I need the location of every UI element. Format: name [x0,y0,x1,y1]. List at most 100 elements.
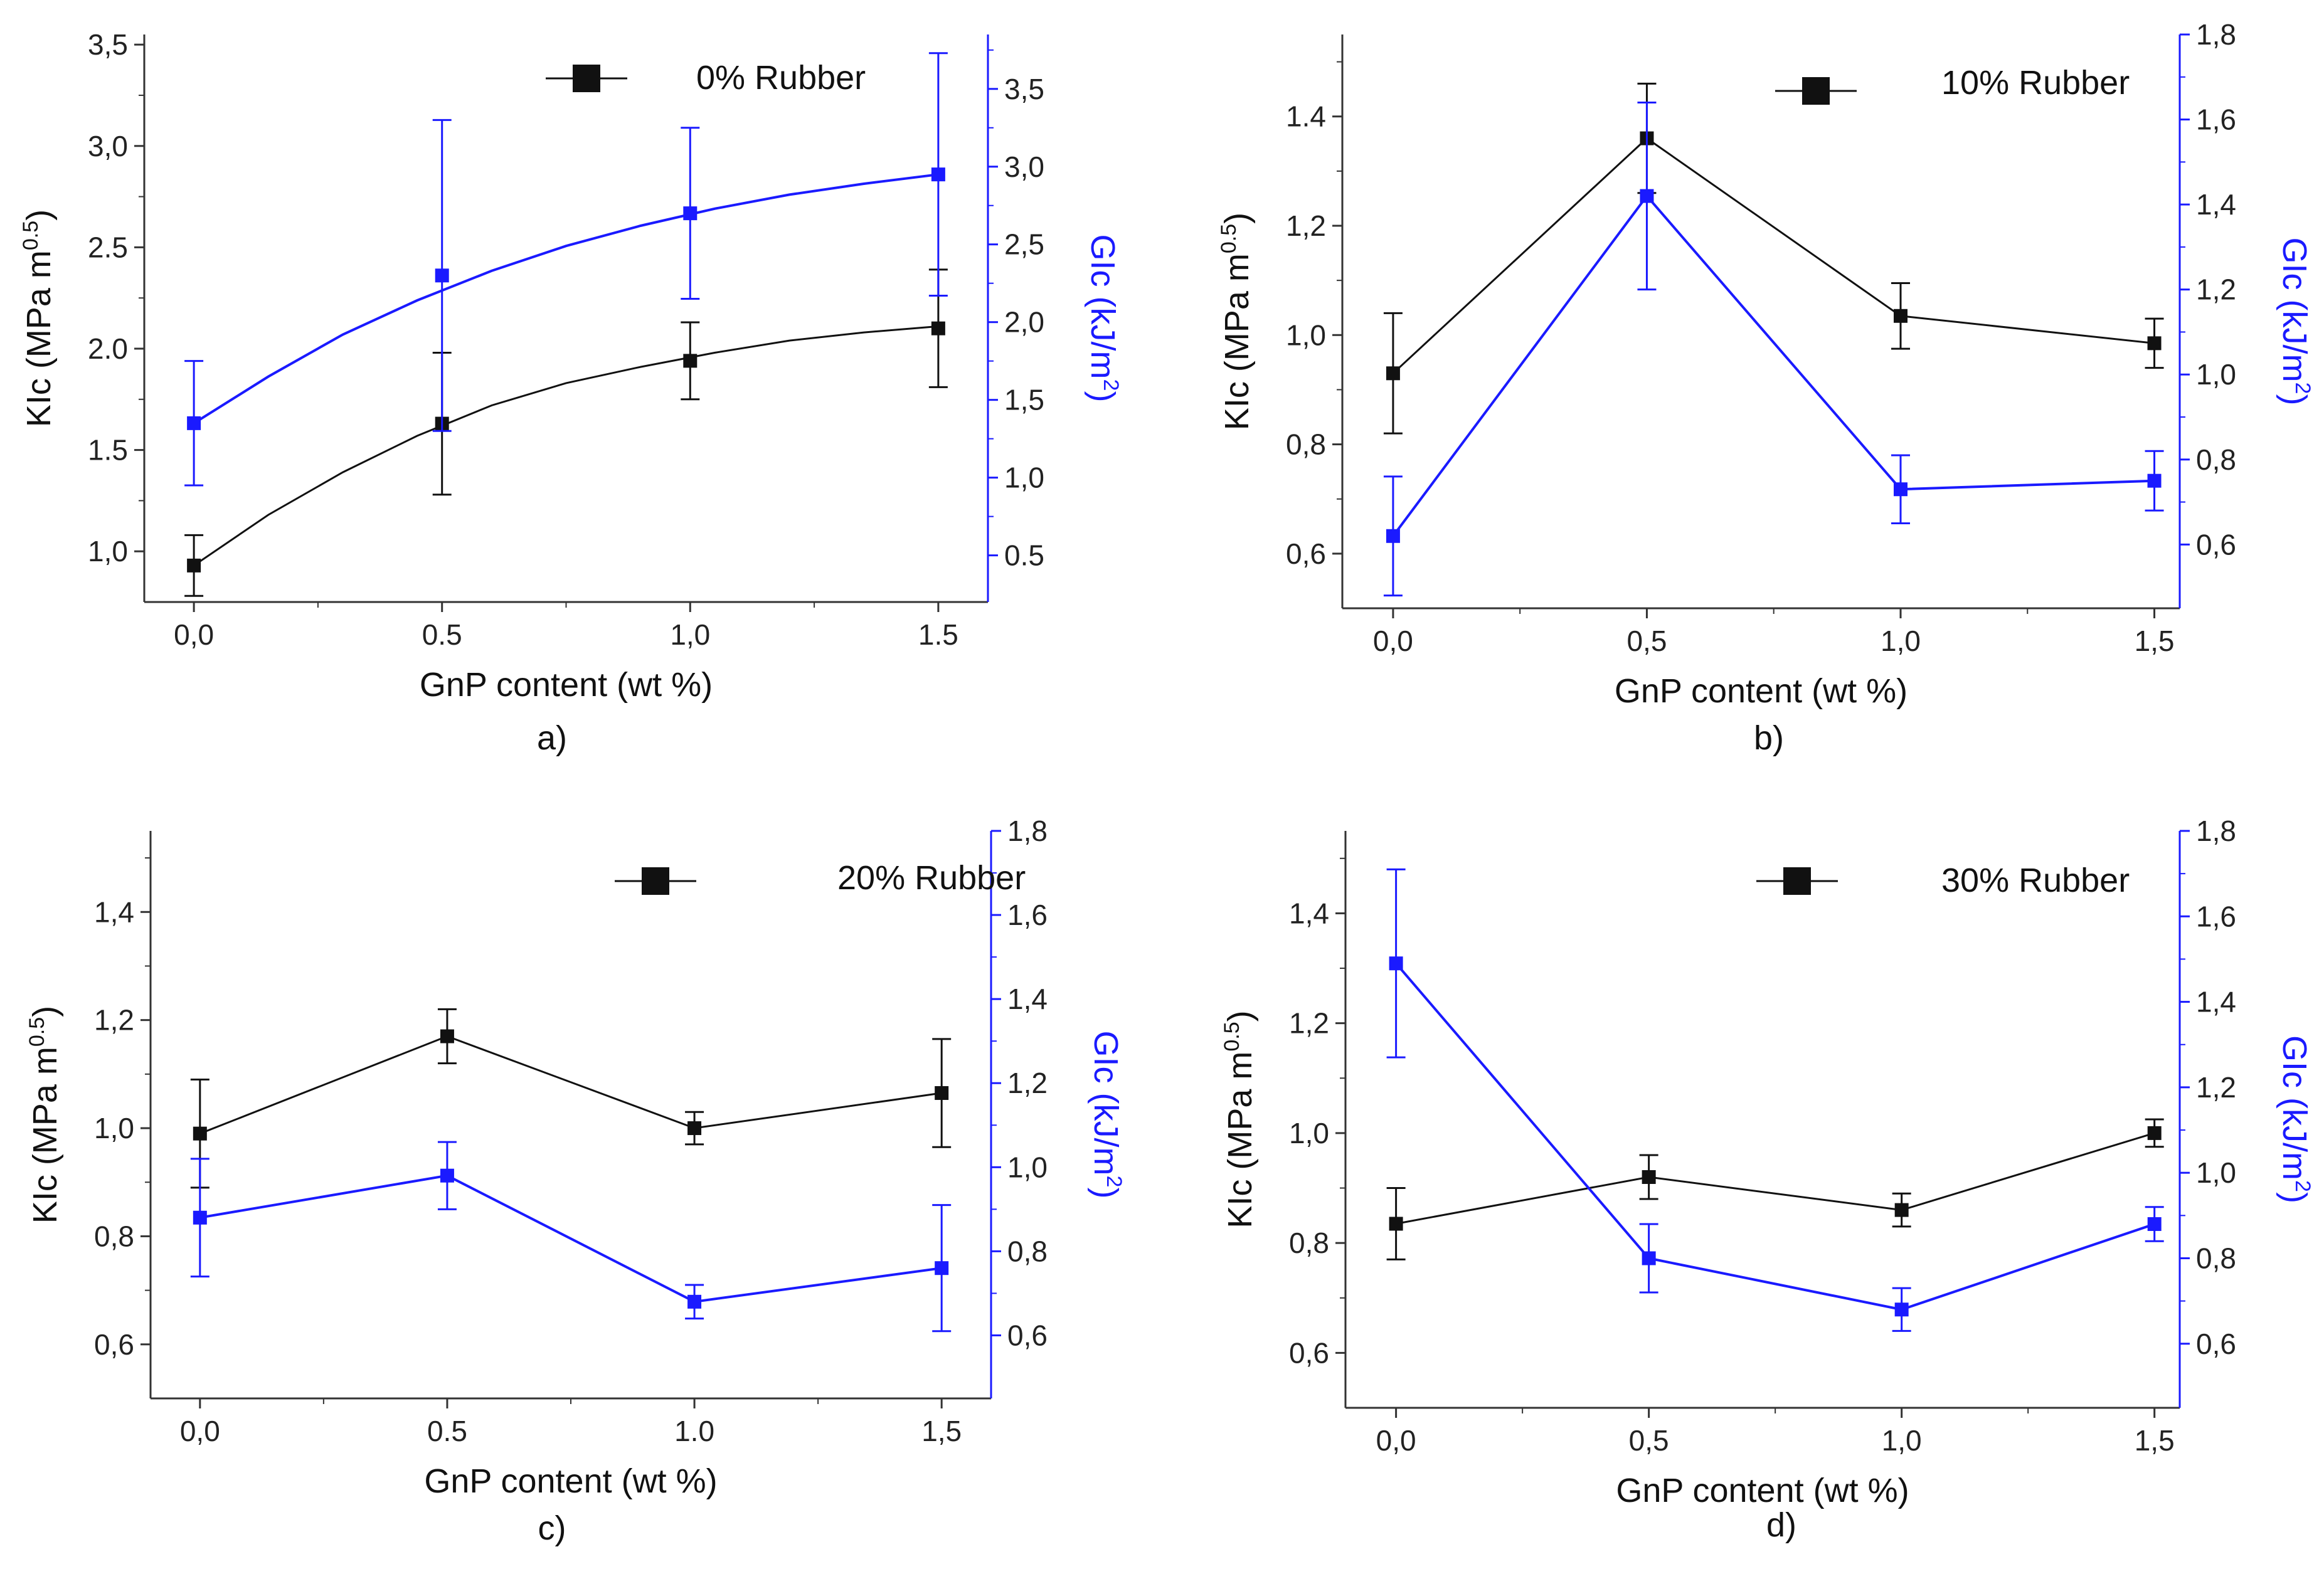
kic-data-point [2147,1126,2162,1140]
gic-data-point [931,167,945,182]
x-tick-label: 1,0 [1881,625,1921,657]
kic-data-point [687,1121,702,1136]
x-tick-label: 0,0 [180,1415,220,1447]
y-left-tick-label: 1,2 [1286,209,1326,242]
panel-caption: b) [1754,719,1784,757]
panel-a: 0,0 0.5 1,0 1.5 1,0 1.5 2.0 2.5 3,0 3,5 0.5 1,0 1,5 2… [19,28,1123,757]
kic-data-point [931,321,945,335]
y-right-tick-label: 0.5 [1004,539,1044,572]
y-left-tick-label: 1.4 [1286,100,1326,133]
legend-label: 10% Rubber [1941,64,2130,102]
kic-data-point [1386,366,1400,381]
kic-series-line [199,1035,942,1135]
y-right-tick-label: 3,0 [1004,151,1044,183]
y-left-axis-title: KIc (MPa m0.5) [19,209,58,427]
y-right-tick-label: 1,8 [2196,815,2236,847]
legend-marker [1783,867,1811,895]
kic-series-line [193,325,939,567]
y-right-tick-label: 0,6 [2196,1328,2236,1360]
x-axis-title: GnP content (wt %) [424,1462,717,1500]
y-right-axis-title: GIc (kJ/m2) [1087,1031,1126,1199]
y-right-tick-label: 1,8 [2196,18,2236,51]
gic-data-point [935,1261,949,1276]
gic-data-point [1894,1302,1909,1317]
y-left-tick-label: 0,8 [94,1220,134,1252]
legend-label: 30% Rubber [1941,862,2130,899]
y-left-tick-label: 1,0 [1286,319,1326,351]
kic-data-point [935,1086,949,1101]
x-tick-label: 0.5 [422,618,462,651]
kic-data-point [193,1126,207,1141]
panel-caption: c) [538,1509,566,1547]
y-right-tick-label: 1,0 [1007,1151,1048,1183]
kic-data-point [1894,309,1907,323]
legend-marker [573,65,600,92]
x-tick-label: 1,5 [2135,1424,2175,1457]
y-left-tick-label: 1,2 [94,1004,134,1037]
legend-label: 20% Rubber [837,859,1026,897]
x-axis-title: GnP content (wt %) [1615,672,1907,710]
y-right-tick-label: 1,6 [2196,900,2236,932]
gic-series-line [193,173,939,425]
gic-data-point [1894,482,1907,497]
gic-data-point [193,1210,207,1225]
y-right-tick-label: 1,4 [2196,188,2236,221]
y-left-tick-label: 2.5 [88,231,128,263]
y-left-tick-label: 1,0 [88,535,128,568]
kic-data-point [1894,1203,1909,1217]
kic-data-point [1389,1217,1403,1231]
kic-data-point [1642,1170,1656,1184]
gic-data-point [435,268,449,283]
y-right-tick-label: 0,6 [1007,1319,1048,1351]
kic-data-point [440,1029,454,1043]
legend-label: 0% Rubber [696,59,866,97]
x-tick-label: 1,5 [921,1415,962,1447]
y-left-tick-label: 2.0 [88,332,128,365]
y-left-tick-label: 0,6 [1286,537,1326,570]
x-axis-title: GnP content (wt %) [1616,1472,1909,1509]
panel-caption: a) [537,719,567,757]
x-tick-label: 1.0 [674,1415,714,1447]
y-right-axis-title: GIc (kJ/m2) [2276,238,2315,406]
gic-data-point [1389,956,1403,971]
gic-series-line [1392,194,2155,537]
y-right-tick-label: 1,8 [1007,815,1048,847]
y-right-tick-label: 1,0 [2196,1156,2236,1189]
y-left-tick-label: 0,6 [94,1328,134,1361]
x-tick-label: 0,0 [1376,1424,1416,1457]
gic-data-point [687,1294,702,1309]
y-right-tick-label: 1,6 [2196,103,2236,136]
y-left-tick-label: 0,8 [1289,1227,1329,1259]
legend-marker [642,867,669,895]
y-right-tick-label: 2,5 [1004,228,1044,261]
panel-b: 0,0 0,5 1,0 1,5 0,6 0,8 1,0 1,2 1.4 0,6 0,8 1,0 1,2 1… [1217,18,2315,757]
gic-data-point [440,1168,454,1183]
y-right-tick-label: 1,6 [1007,899,1048,931]
x-tick-label: 1.5 [918,618,958,651]
y-left-tick-label: 0,8 [1286,428,1326,461]
y-right-axis-title: GIc (kJ/m2) [1084,235,1123,403]
x-tick-label: 1,5 [2135,625,2175,657]
gic-data-point [1640,189,1654,203]
y-right-tick-label: 0,8 [1007,1235,1048,1267]
x-tick-label: 0,0 [174,618,214,651]
y-left-tick-label: 1,0 [1289,1117,1329,1149]
legend-marker [1802,77,1830,105]
x-tick-label: 0.5 [427,1415,467,1447]
x-tick-label: 1,0 [670,618,710,651]
gic-data-point [683,206,698,221]
y-left-tick-label: 0,6 [1289,1336,1329,1369]
y-left-axis-title: KIc (MPa m0.5) [1220,1010,1259,1228]
x-tick-label: 0,5 [1629,1424,1669,1457]
y-right-tick-label: 1,5 [1004,384,1044,416]
x-tick-label: 1,0 [1882,1424,1922,1457]
kic-data-point [187,558,201,573]
gic-data-point [1386,529,1400,543]
y-left-tick-label: 1,4 [1289,897,1329,929]
y-left-tick-label: 1,2 [1289,1007,1329,1040]
gic-series-line [199,1174,942,1303]
kic-series-line [1396,1132,2155,1225]
y-left-tick-label: 1,4 [94,895,134,928]
panel-caption: d) [1766,1506,1796,1544]
